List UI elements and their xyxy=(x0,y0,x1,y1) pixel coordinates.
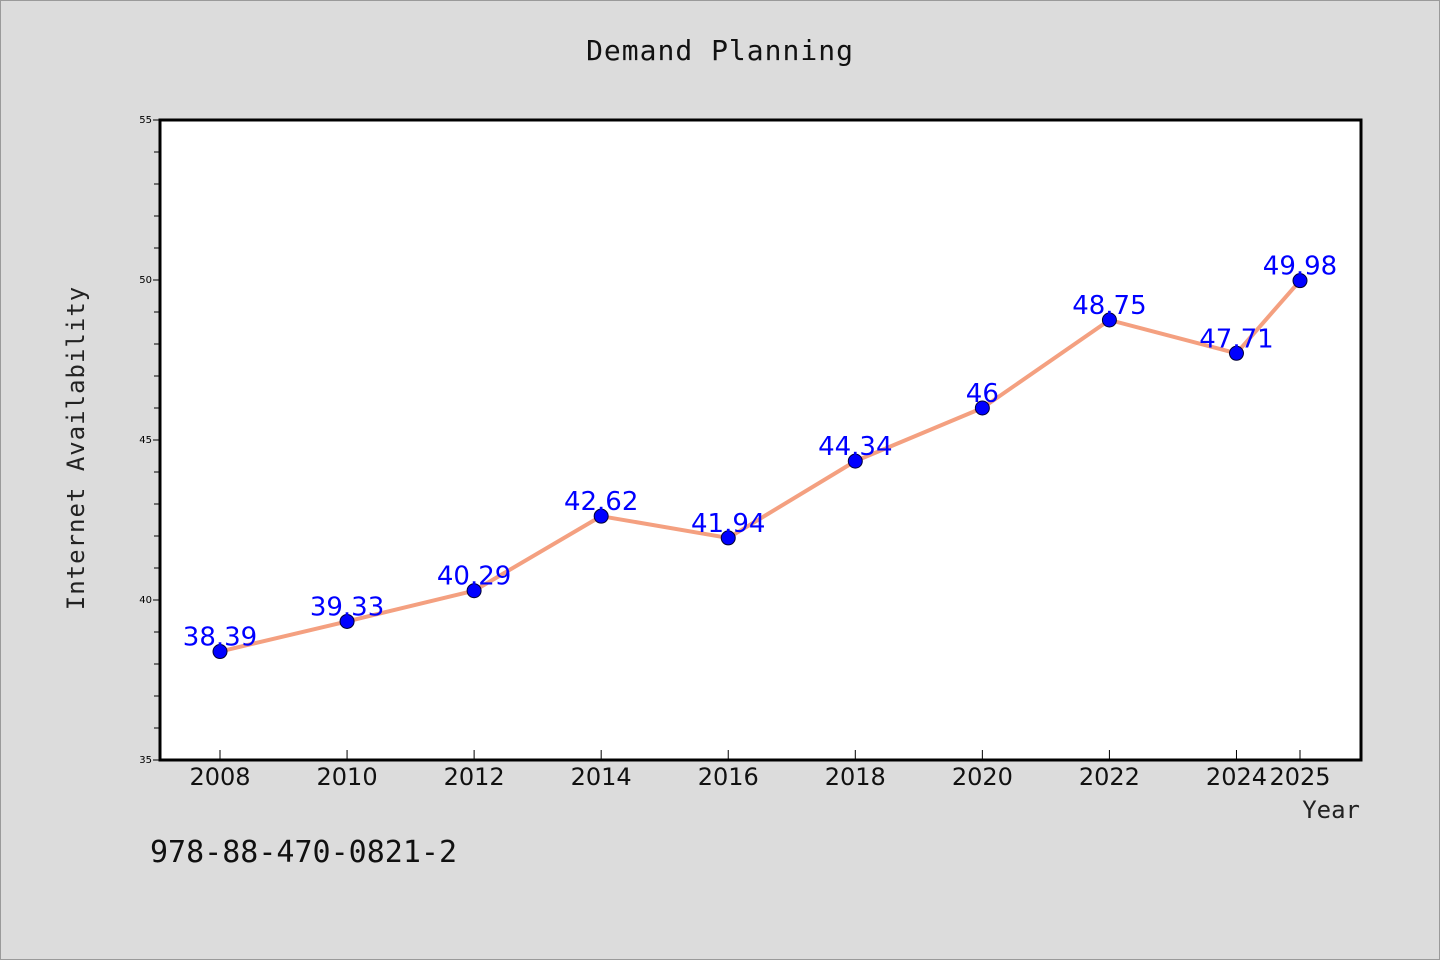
data-point xyxy=(593,508,609,524)
x-axis-ticks: 2008 2010 2012 2014 2016 2018 2020 2022 2024 2025 xyxy=(189,750,1331,791)
data-point xyxy=(720,530,736,546)
x-tick-label: 2025 xyxy=(1269,763,1330,791)
data-label: 48.75 xyxy=(1072,291,1146,321)
x-tick-label: 2020 xyxy=(952,763,1013,791)
data-label: 41.94 xyxy=(691,509,765,539)
x-tick-label: 2016 xyxy=(698,763,759,791)
plot-area xyxy=(158,118,1363,762)
data-label: 39.33 xyxy=(310,592,384,622)
data-label: 49.98 xyxy=(1263,252,1337,282)
data-point xyxy=(212,644,228,660)
data-point xyxy=(466,583,482,599)
y-tick-label: 55 xyxy=(139,115,152,126)
y-tick-label: 40 xyxy=(139,595,152,606)
chart-title: Demand Planning xyxy=(586,34,854,67)
y-tick-label: 50 xyxy=(139,275,152,286)
isbn-code: 978-88-470-0821-2 xyxy=(150,835,458,870)
data-point xyxy=(1101,312,1117,328)
data-point xyxy=(339,613,355,629)
data-point xyxy=(1228,345,1244,361)
data-label: 40.29 xyxy=(437,562,511,592)
series-layer: 38.39 39.33 40.29 42.62 41.94 44.34 46 48.75 47.… xyxy=(183,252,1337,660)
series-line xyxy=(219,279,1302,654)
data-point xyxy=(974,400,990,416)
x-axis-title: Year xyxy=(1302,796,1360,824)
x-tick-label: 2010 xyxy=(317,763,378,791)
x-tick-label: 2008 xyxy=(189,763,250,791)
data-point xyxy=(847,453,863,469)
data-point xyxy=(1292,273,1308,289)
x-tick-label: 2022 xyxy=(1079,763,1140,791)
y-tick-label: 45 xyxy=(139,435,152,446)
y-tick-label: 35 xyxy=(139,755,152,766)
data-label: 46 xyxy=(966,379,999,409)
data-label: 42.62 xyxy=(564,487,638,517)
x-tick-label: 2012 xyxy=(444,763,505,791)
x-tick-label: 2024 xyxy=(1206,763,1267,791)
data-label: 47.71 xyxy=(1199,324,1273,354)
data-label: 38.39 xyxy=(183,623,257,653)
x-tick-label: 2018 xyxy=(825,763,886,791)
data-label: 44.34 xyxy=(818,432,892,462)
x-tick-label: 2014 xyxy=(571,763,632,791)
y-axis-ticks: 35 40 45 50 55 xyxy=(139,115,159,766)
